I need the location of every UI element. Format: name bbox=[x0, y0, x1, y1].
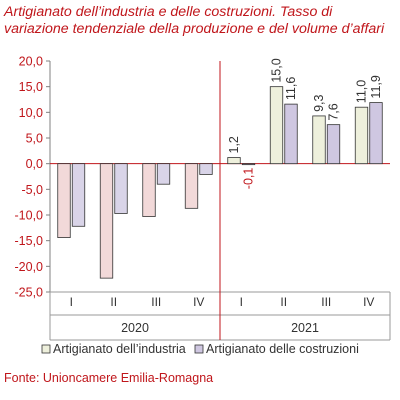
y-tick-label: 20,0 bbox=[19, 55, 43, 69]
bar-costruzioni bbox=[114, 163, 128, 214]
year-label: 2020 bbox=[121, 321, 149, 335]
data-label: 15,0 bbox=[270, 58, 284, 82]
x-tick-label: III bbox=[321, 295, 331, 309]
chart-title: Artigianato dell’industria e delle costr… bbox=[4, 4, 396, 38]
y-tick-label: 15,0 bbox=[19, 80, 43, 94]
bar-industria bbox=[99, 163, 114, 279]
legend-swatch bbox=[41, 344, 51, 354]
data-label: 11,6 bbox=[284, 77, 298, 100]
bar-industria bbox=[184, 163, 199, 209]
data-label: 1,2 bbox=[227, 136, 241, 153]
x-tick-label: IV bbox=[363, 295, 374, 309]
bar-industria bbox=[354, 106, 369, 165]
chart-title-line-2: variazione tendenziale della produzione … bbox=[4, 21, 385, 37]
bar-costruzioni bbox=[199, 163, 213, 175]
bar-costruzioni bbox=[156, 163, 171, 185]
legend-label: Artigianato delle costruzioni bbox=[206, 342, 359, 356]
legend-label: Artigianato dell’industria bbox=[53, 342, 186, 356]
bar-costruzioni bbox=[71, 163, 86, 227]
y-tick-label: 10,0 bbox=[19, 106, 43, 120]
bar-industria bbox=[312, 115, 326, 165]
chart-title-line-1: Artigianato dell’industria e delle costr… bbox=[4, 4, 333, 20]
bar-industria bbox=[227, 157, 241, 165]
data-label: 9,3 bbox=[312, 95, 326, 112]
bar-industria bbox=[269, 86, 284, 165]
bar-costruzioni bbox=[369, 102, 383, 165]
data-label: -0,1 bbox=[242, 168, 256, 190]
y-tick-label: -15,0 bbox=[15, 234, 44, 248]
y-tick-label: -20,0 bbox=[15, 260, 44, 274]
legend-swatch bbox=[194, 344, 204, 354]
y-tick-label: 5,0 bbox=[26, 132, 43, 146]
x-tick-label: I bbox=[70, 295, 73, 309]
bar-industria bbox=[57, 163, 71, 238]
x-tick-label: II bbox=[110, 295, 117, 309]
y-tick-label: -5,0 bbox=[21, 183, 43, 197]
data-label: 7,6 bbox=[327, 103, 341, 120]
bar-costruzioni bbox=[284, 103, 298, 165]
x-tick-label: III bbox=[151, 295, 161, 309]
source-note: Fonte: Unioncamere Emilia-Romagna bbox=[4, 371, 214, 385]
x-tick-label: I bbox=[240, 295, 243, 309]
bar-industria bbox=[142, 163, 156, 217]
bar-costruzioni bbox=[241, 163, 256, 166]
data-label: 11,0 bbox=[355, 80, 369, 103]
x-tick-label: II bbox=[280, 295, 287, 309]
data-label: 11,9 bbox=[369, 75, 383, 98]
year-label: 2021 bbox=[291, 321, 319, 335]
bar-costruzioni bbox=[326, 124, 341, 165]
y-tick-label: -10,0 bbox=[15, 209, 44, 223]
x-tick-label: IV bbox=[193, 295, 204, 309]
y-tick-label: 0,0 bbox=[26, 157, 43, 171]
y-tick-label: -25,0 bbox=[15, 286, 44, 300]
